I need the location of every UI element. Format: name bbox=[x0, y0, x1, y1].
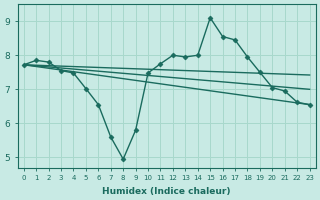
X-axis label: Humidex (Indice chaleur): Humidex (Indice chaleur) bbox=[102, 187, 231, 196]
